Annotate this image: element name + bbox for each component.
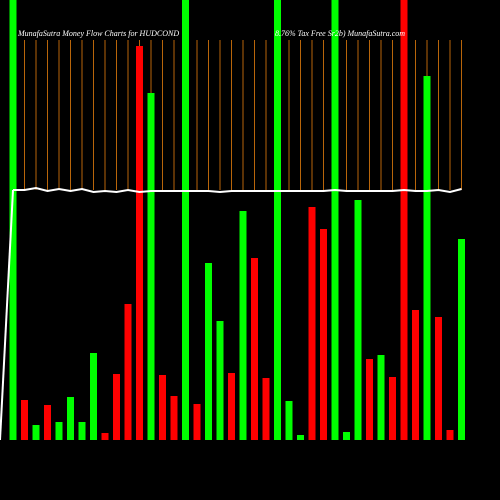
- bar: [354, 200, 362, 440]
- bar: [320, 229, 327, 440]
- bar: [32, 425, 40, 440]
- bar: [9, 0, 17, 440]
- bar: [400, 0, 408, 440]
- bar: [193, 404, 201, 440]
- chart-title: MunafaSutra Money Flow Charts for HUDCON…: [17, 29, 179, 38]
- bar: [423, 76, 431, 440]
- bar: [136, 46, 143, 440]
- bar: [343, 432, 350, 440]
- bar: [285, 401, 293, 440]
- bar: [377, 355, 385, 440]
- bar: [90, 353, 97, 440]
- bar: [113, 374, 120, 440]
- bar: [101, 433, 109, 440]
- bar: [182, 0, 189, 440]
- bar: [67, 397, 74, 440]
- bar: [205, 263, 212, 440]
- bar: [308, 207, 316, 440]
- bar: [228, 373, 235, 440]
- bar: [297, 435, 304, 440]
- bar: [274, 0, 281, 440]
- chart-subtitle: 8.76% Tax Free Sr2b) MunafaSutra.com: [275, 29, 405, 38]
- bar: [262, 378, 270, 440]
- bar: [216, 321, 224, 440]
- bar: [159, 375, 166, 440]
- bar: [147, 93, 155, 440]
- bar: [21, 400, 28, 440]
- bar: [124, 304, 132, 440]
- bar: [78, 422, 86, 440]
- bar: [412, 310, 419, 440]
- bar: [446, 430, 454, 440]
- line-start: [0, 189, 14, 441]
- bar: [170, 396, 178, 440]
- bar: [55, 422, 63, 440]
- bar: [331, 0, 339, 440]
- bar: [389, 377, 396, 440]
- bar: [251, 258, 258, 440]
- bar: [44, 405, 51, 440]
- bar: [366, 359, 373, 440]
- money-flow-line: [13, 186, 462, 194]
- plot: [0, 0, 465, 441]
- bar: [458, 239, 465, 440]
- bar: [239, 211, 247, 440]
- bar: [435, 317, 442, 440]
